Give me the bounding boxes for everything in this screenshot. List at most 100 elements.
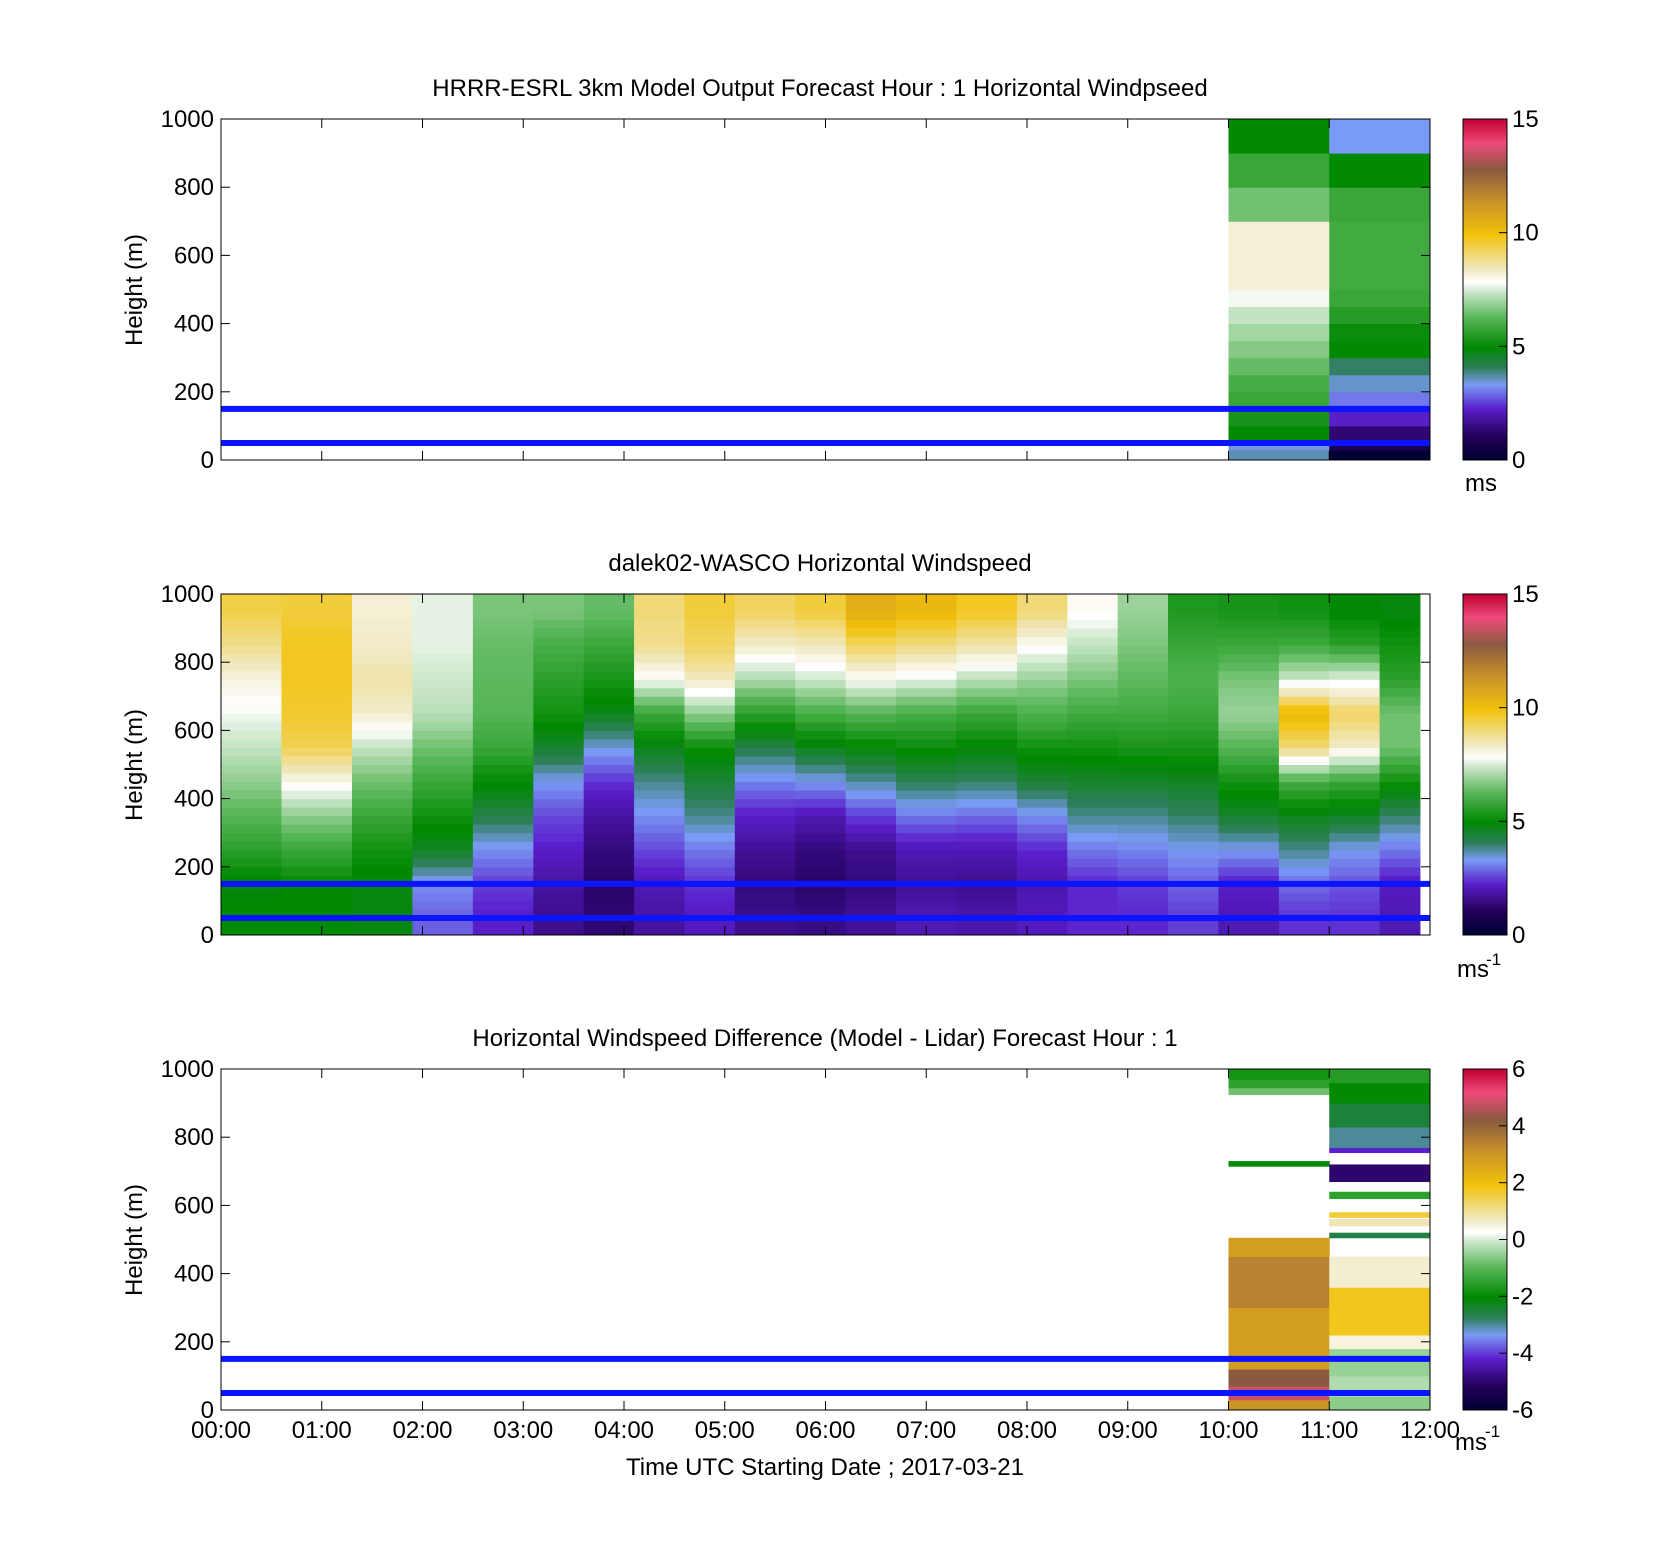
heatmap-cell [1218, 704, 1280, 714]
heatmap-cell [1379, 883, 1421, 893]
heatmap-cell [1329, 917, 1381, 927]
y-tick-label: 0 [201, 1397, 214, 1424]
heatmap-cell [1117, 747, 1169, 757]
colorbar-fill [1463, 119, 1507, 460]
heatmap-cell [1016, 807, 1068, 817]
heatmap-cell [795, 628, 847, 638]
heatmap-cell [1067, 670, 1119, 680]
heatmap-cell [221, 730, 282, 740]
heatmap-cell [795, 866, 847, 876]
heatmap-cell [1117, 875, 1169, 885]
heatmap-cell [412, 704, 474, 714]
heatmap-cell [956, 713, 1018, 723]
heatmap-cell [684, 721, 736, 731]
heatmap-cell [351, 875, 413, 885]
heatmap-cell [845, 755, 897, 765]
heatmap-cell [351, 721, 413, 731]
heatmap-cell [896, 764, 957, 774]
heatmap-cell [281, 713, 353, 723]
heatmap-cell [795, 747, 847, 757]
heatmap-cell [1278, 807, 1330, 817]
heatmap-cell [956, 636, 1018, 646]
x-tick-label: 01:00 [292, 1417, 352, 1444]
heatmap-cell [634, 926, 685, 936]
heatmap-cell [412, 917, 474, 927]
heatmap-cell [684, 679, 736, 689]
heatmap-cell [1218, 645, 1280, 655]
colorbar-frame [1462, 593, 1508, 936]
heatmap-cell [583, 900, 635, 910]
heatmap-cell [1067, 738, 1119, 748]
heatmap-cell [684, 824, 736, 834]
heatmap-cell [1016, 670, 1068, 680]
heatmap-cell [1016, 781, 1068, 791]
heatmap-cell [1218, 900, 1280, 910]
heatmap-cell [795, 892, 847, 902]
heatmap-cell [1329, 781, 1381, 791]
x-axis-tick-labels: 00:00 01:00 02:00 03:00 04:00 05:00 06:00 07:00… [191, 1417, 1460, 1444]
heatmap-cell [1278, 926, 1330, 936]
heatmap-cell [1067, 755, 1119, 765]
heatmap-cell [734, 696, 796, 706]
heatmap-cell [734, 849, 796, 859]
heatmap-cell [1218, 807, 1280, 817]
heatmap-cell [1228, 425, 1330, 444]
heatmap-cell [634, 755, 685, 765]
heatmap-cell [472, 687, 534, 697]
colorbar-tick-label: 15 [1512, 581, 1539, 608]
heatmap-cell [1228, 1237, 1330, 1258]
heatmap-cell [1379, 841, 1421, 851]
heatmap-cell [896, 849, 957, 859]
heatmap-cell [1228, 1069, 1330, 1080]
heatmap-cell [1067, 619, 1119, 629]
colorbar-tick-label: 10 [1512, 220, 1539, 247]
heatmap-cell [583, 790, 635, 800]
heatmap-cell [412, 875, 474, 885]
heatmap-cell [1329, 1069, 1431, 1084]
heatmap-cell [583, 619, 635, 629]
x-tick-label: 03:00 [493, 1417, 553, 1444]
heatmap-cell [1329, 221, 1431, 290]
heatmap-cell [1278, 628, 1330, 638]
heatmap-cell [472, 909, 534, 919]
heatmap-cell [1168, 687, 1219, 697]
heatmap-cell [734, 611, 796, 621]
heatmap-cell [684, 807, 736, 817]
heatmap-cell [1278, 755, 1330, 765]
heatmap-cell [472, 738, 534, 748]
heatmap-cell [795, 611, 847, 621]
heatmap-cell [583, 883, 635, 893]
heatmap-cell [795, 713, 847, 723]
heatmap-cell [221, 687, 282, 697]
heatmap-cell [351, 892, 413, 902]
heatmap-cell [1016, 858, 1068, 868]
heatmap-cell [533, 713, 585, 723]
heatmap-cell [1218, 653, 1280, 663]
heatmap-cell [1379, 798, 1421, 808]
heatmap-cell [684, 738, 736, 748]
heatmap-cell [351, 611, 413, 621]
heatmap-cell [412, 773, 474, 783]
heatmap-cell [1218, 790, 1280, 800]
heatmap-cell [634, 628, 685, 638]
heatmap-cell [1278, 917, 1330, 927]
x-axis-ticks [220, 119, 1431, 460]
heatmap-cell [1218, 815, 1280, 825]
heatmap-cell [1379, 730, 1421, 740]
heatmap-cell [734, 926, 796, 936]
heatmap-cell [1329, 747, 1381, 757]
heatmap-cell [533, 602, 585, 612]
heatmap-cell [1218, 764, 1280, 774]
heatmap-cell [533, 653, 585, 663]
heatmap-cell [795, 755, 847, 765]
heatmap-cell [896, 866, 957, 876]
heatmap-cell [1067, 602, 1119, 612]
heatmap-cell [1016, 824, 1068, 834]
colorbar-frame [1462, 118, 1508, 461]
colorbar-tick-label: -4 [1512, 1340, 1533, 1367]
heatmap-cell [1329, 1334, 1431, 1350]
heatmap-cell [412, 892, 474, 902]
heatmap-cell [684, 900, 736, 910]
heatmap-cell [1228, 1256, 1330, 1309]
heatmap-cell [684, 917, 736, 927]
